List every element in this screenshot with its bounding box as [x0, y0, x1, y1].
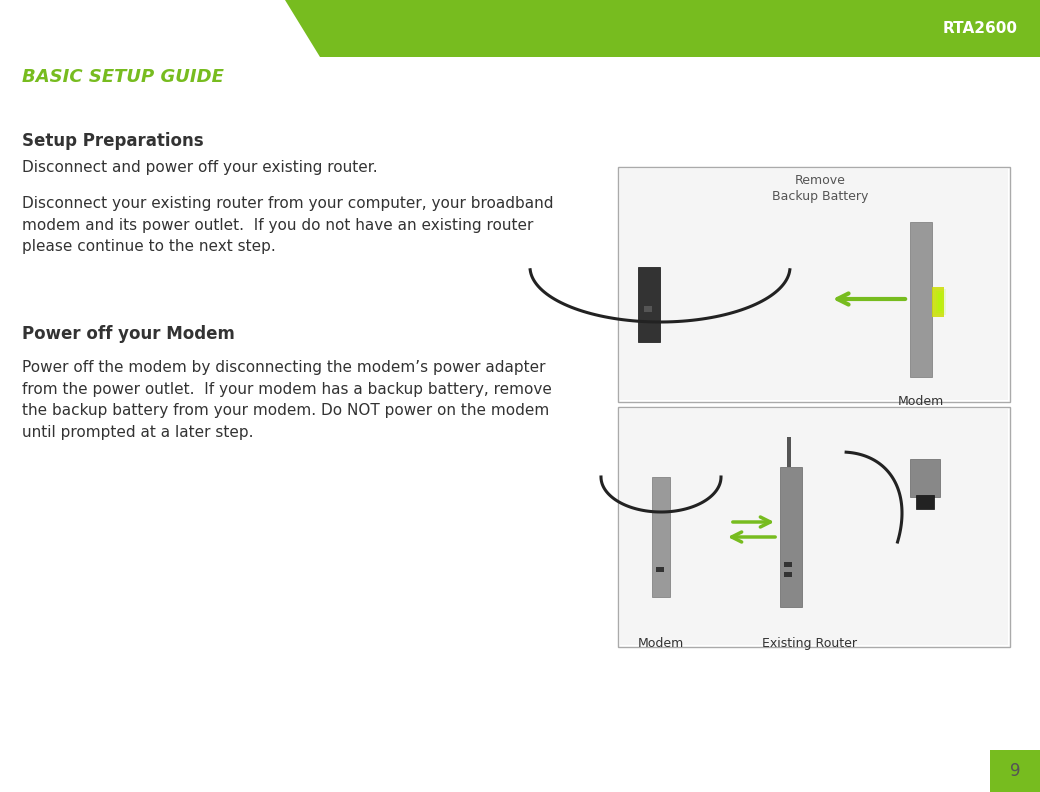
Bar [934, 289, 946, 315]
Bar [932, 287, 944, 317]
Text: BASIC SETUP GUIDE: BASIC SETUP GUIDE [22, 68, 224, 86]
Text: RTA2600: RTA2600 [943, 21, 1018, 36]
Bar [916, 495, 934, 509]
Bar [938, 293, 942, 311]
Text: Modem: Modem [898, 395, 944, 408]
Text: Modem: Modem [638, 637, 684, 650]
Bar [0, 0, 1040, 57]
Text: Setup Preparations: Setup Preparations [22, 132, 204, 150]
Bar [656, 567, 664, 572]
Bar [620, 409, 1008, 645]
Text: Existing Router: Existing Router [762, 637, 858, 650]
Bar [936, 291, 944, 313]
Text: 9: 9 [1010, 762, 1020, 780]
Bar [784, 562, 792, 567]
Bar [787, 437, 791, 467]
Bar [652, 477, 670, 597]
Text: USER’S GUIDE: USER’S GUIDE [22, 14, 254, 43]
Bar [618, 167, 1010, 402]
Bar [910, 222, 932, 377]
Bar [780, 467, 802, 607]
Bar [638, 267, 660, 342]
Bar [620, 169, 1008, 400]
Polygon shape [0, 0, 320, 57]
Bar [784, 572, 792, 577]
Text: Disconnect and power off your existing router.: Disconnect and power off your existing r… [22, 160, 378, 175]
Bar [910, 459, 940, 497]
Bar [618, 407, 1010, 647]
Text: Remove
Backup Battery: Remove Backup Battery [772, 174, 868, 203]
Text: Power off the modem by disconnecting the modem’s power adapter
from the power ou: Power off the modem by disconnecting the… [22, 360, 552, 440]
Bar [644, 306, 652, 312]
Text: Power off your Modem: Power off your Modem [22, 325, 235, 343]
Bar [990, 750, 1040, 792]
Text: Disconnect your existing router from your computer, your broadband
modem and its: Disconnect your existing router from you… [22, 196, 553, 254]
